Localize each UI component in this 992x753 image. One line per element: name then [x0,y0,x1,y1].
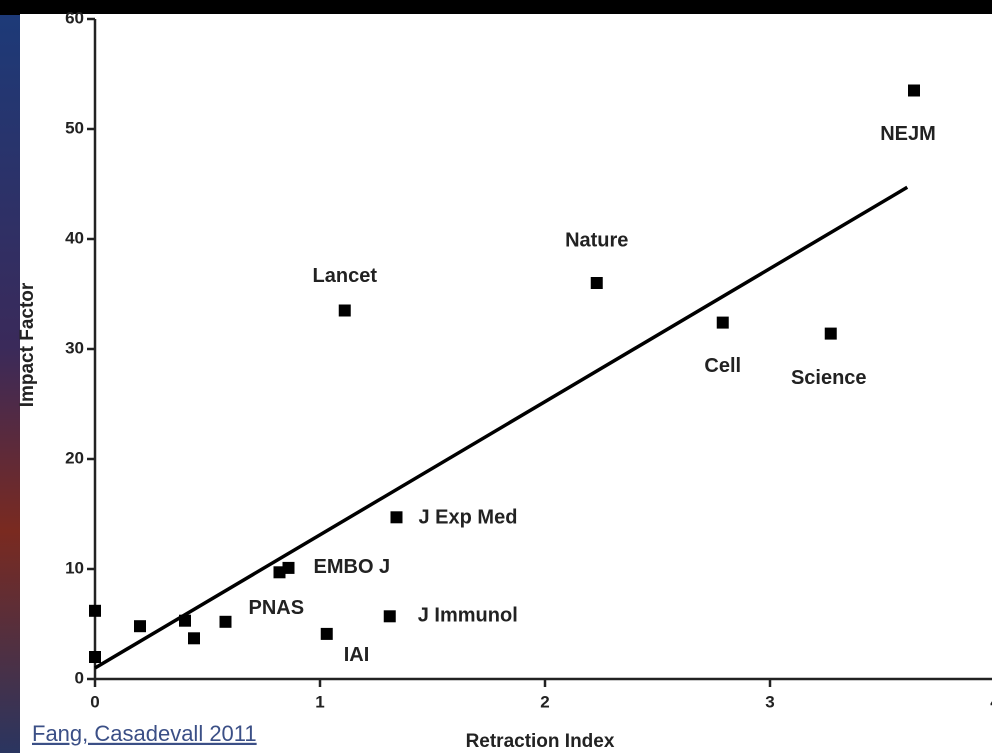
point [383,610,396,623]
point [908,84,920,97]
point-label: Nature [565,229,628,251]
point [89,604,101,617]
side-image [0,15,22,753]
point [390,511,403,524]
point-label: J Immunol [418,605,518,627]
y-axis-label: Impact Factor [17,282,38,407]
y-tick-label: 30 [65,338,84,357]
x-tick-label: 3 [765,692,774,711]
point [179,614,191,627]
x-tick-label: 0 [90,692,99,711]
point [320,627,333,640]
point-label: PNAS [249,597,305,619]
point-label: Lancet [313,265,378,287]
plot-background [20,14,992,753]
trendline [94,185,909,670]
point-label: IAI [344,644,370,666]
point-label: J Exp Med [419,507,518,529]
point-label: EMBO J [314,556,391,578]
y-tick-label: 50 [65,118,84,137]
point [590,277,603,289]
point-label: Science [791,367,867,389]
point [338,304,351,317]
x-tick-label: 1 [315,692,324,711]
y-tick-label: 10 [65,558,84,577]
y-tick-label: 0 [75,668,84,687]
point [824,327,837,340]
point [134,620,146,633]
point-label: Cell [704,355,741,377]
point [282,561,295,574]
point [716,316,729,329]
y-tick-label: 40 [65,228,84,247]
point [188,632,200,645]
x-tick-label: 4 [990,692,992,711]
y-tick-label: 60 [65,8,84,27]
point [219,615,232,628]
x-tick-label: 2 [540,692,549,711]
y-tick-label: 20 [65,448,84,467]
x-axis-label: Retraction Index [466,731,615,752]
point-label: NEJM [880,123,936,145]
source: Fang, Casadevall 2011 [32,721,257,746]
point [89,651,101,663]
